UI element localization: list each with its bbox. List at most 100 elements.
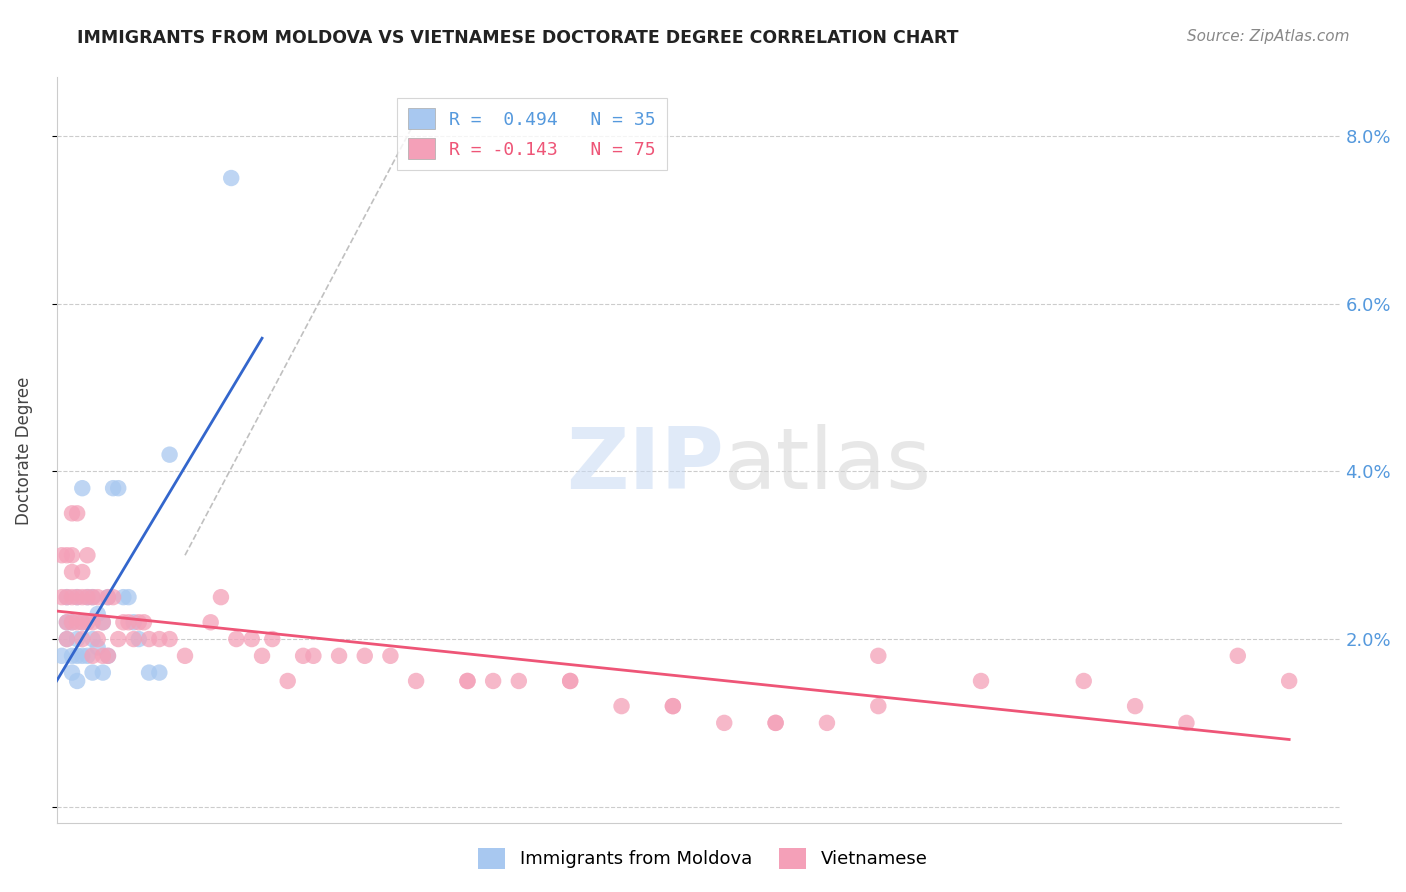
Point	[56, 615, 79, 630]
Point	[72, 615, 94, 630]
Point	[482, 673, 505, 688]
Point	[86, 640, 108, 655]
Point	[60, 665, 83, 680]
Point	[66, 506, 89, 520]
Point	[97, 648, 120, 663]
Point	[1226, 648, 1249, 663]
Point	[262, 632, 284, 646]
Point	[1123, 699, 1146, 714]
Point	[60, 590, 83, 604]
Point	[91, 615, 114, 630]
Point	[56, 632, 79, 646]
Point	[56, 590, 79, 604]
Point	[380, 648, 402, 663]
Point	[148, 632, 170, 646]
Point	[82, 615, 104, 630]
Point	[97, 590, 120, 604]
Point	[86, 632, 108, 646]
Point	[107, 481, 129, 495]
Point	[225, 632, 247, 646]
Point	[101, 481, 124, 495]
Point	[66, 673, 89, 688]
Point	[610, 699, 633, 714]
Point	[713, 715, 735, 730]
Legend: R =  0.494   N = 35, R = -0.143   N = 75: R = 0.494 N = 35, R = -0.143 N = 75	[396, 97, 666, 170]
Point	[51, 648, 73, 663]
Point	[405, 673, 427, 688]
Point	[66, 590, 89, 604]
Point	[174, 648, 197, 663]
Text: Source: ZipAtlas.com: Source: ZipAtlas.com	[1187, 29, 1350, 44]
Point	[1073, 673, 1095, 688]
Point	[456, 673, 478, 688]
Point	[97, 648, 120, 663]
Point	[328, 648, 350, 663]
Point	[60, 615, 83, 630]
Point	[97, 590, 120, 604]
Point	[159, 632, 181, 646]
Point	[138, 665, 160, 680]
Point	[72, 632, 94, 646]
Point	[765, 715, 787, 730]
Point	[82, 590, 104, 604]
Point	[56, 548, 79, 562]
Point	[82, 665, 104, 680]
Point	[138, 632, 160, 646]
Point	[302, 648, 325, 663]
Point	[240, 632, 263, 646]
Point	[1175, 715, 1198, 730]
Point	[219, 171, 242, 186]
Text: ZIP: ZIP	[567, 424, 724, 507]
Point	[66, 590, 89, 604]
Point	[72, 648, 94, 663]
Point	[117, 615, 139, 630]
Point	[508, 673, 530, 688]
Point	[76, 590, 98, 604]
Point	[60, 565, 83, 579]
Point	[159, 448, 181, 462]
Point	[101, 590, 124, 604]
Point	[122, 632, 145, 646]
Point	[91, 665, 114, 680]
Text: IMMIGRANTS FROM MOLDOVA VS VIETNAMESE DOCTORATE DEGREE CORRELATION CHART: IMMIGRANTS FROM MOLDOVA VS VIETNAMESE DO…	[77, 29, 959, 46]
Point	[815, 715, 838, 730]
Y-axis label: Doctorate Degree: Doctorate Degree	[15, 376, 32, 524]
Point	[128, 632, 150, 646]
Point	[66, 648, 89, 663]
Point	[560, 673, 582, 688]
Point	[112, 590, 135, 604]
Legend: Immigrants from Moldova, Vietnamese: Immigrants from Moldova, Vietnamese	[471, 840, 935, 876]
Point	[60, 548, 83, 562]
Point	[456, 673, 478, 688]
Point	[60, 648, 83, 663]
Text: atlas: atlas	[724, 424, 932, 507]
Point	[76, 615, 98, 630]
Point	[56, 632, 79, 646]
Point	[765, 715, 787, 730]
Point	[72, 590, 94, 604]
Point	[56, 615, 79, 630]
Point	[132, 615, 155, 630]
Point	[112, 615, 135, 630]
Point	[560, 673, 582, 688]
Point	[209, 590, 232, 604]
Point	[117, 590, 139, 604]
Point	[72, 481, 94, 495]
Point	[51, 548, 73, 562]
Point	[277, 673, 299, 688]
Point	[1278, 673, 1301, 688]
Point	[107, 632, 129, 646]
Point	[66, 615, 89, 630]
Point	[662, 699, 685, 714]
Point	[72, 615, 94, 630]
Point	[86, 607, 108, 621]
Point	[76, 648, 98, 663]
Point	[91, 615, 114, 630]
Point	[51, 590, 73, 604]
Point	[72, 565, 94, 579]
Point	[56, 590, 79, 604]
Point	[82, 590, 104, 604]
Point	[662, 699, 685, 714]
Point	[91, 648, 114, 663]
Point	[76, 590, 98, 604]
